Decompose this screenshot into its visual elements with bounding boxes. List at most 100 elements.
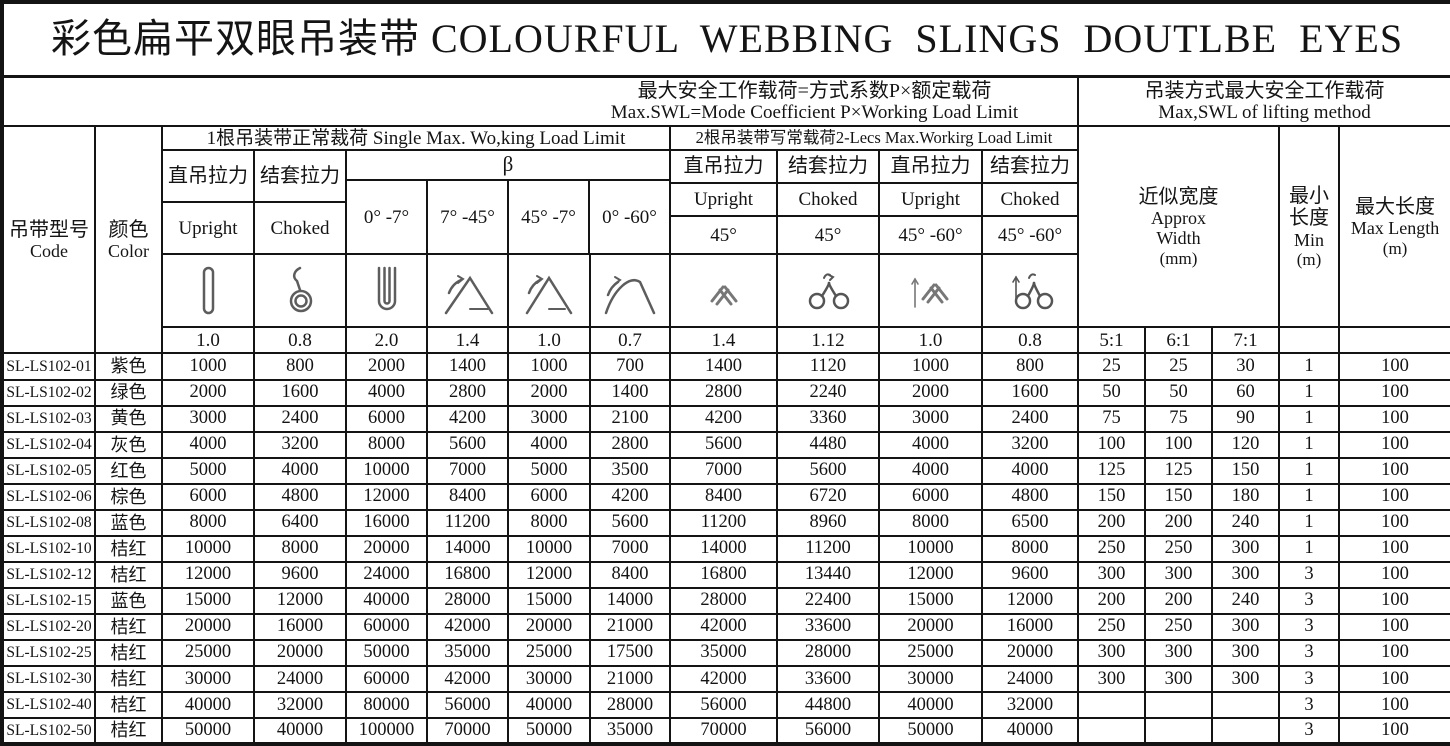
beta-angle-0-7: 0° -7° [363,206,410,228]
vertical-hitch-icon [161,253,255,329]
value-cell: 8000 [878,508,983,537]
value-cell: 8000 [981,534,1079,563]
value-cell: 3 [1278,560,1340,589]
hitch-icon-row [2,253,1450,329]
value-cell: 21000 [589,664,671,693]
coefficient-cell: 0.8 [253,326,347,355]
value-cell: 35000 [426,638,509,667]
value-cell: 240 [1211,508,1280,537]
value-cell: 90 [1211,404,1280,433]
value-cell: 250 [1077,534,1146,563]
coefficient-cell: 0.7 [589,326,671,355]
value-cell: 14000 [426,534,509,563]
min-header-cn2: 长度 [1289,207,1329,230]
color-cell: 桔红 [94,664,163,693]
code-cell: SL-LS102-30 [1,664,96,693]
value-cell: 16000 [253,612,347,641]
value-cell: 4800 [981,482,1079,511]
value-cell: 6000 [161,482,255,511]
table-row: SL-LS102-01 紫色 1000 800 2000 1400 1000 7… [1,352,1450,381]
swl-method: 吊装方式最大安全工作载荷 Max,SWL of lifting method [1076,75,1450,128]
color-cell: 绿色 [94,378,163,407]
value-cell: 2100 [589,404,671,433]
code-cell: SL-LS102-25 [1,638,96,667]
coefficient-cell: 1.0 [161,326,255,355]
value-cell: 25 [1144,352,1213,381]
code-cell: SL-LS102-01 [1,352,96,381]
value-cell: 120 [1211,430,1280,459]
color-cell: 桔红 [94,690,163,719]
value-cell: 1000 [878,352,983,381]
width-header-unit: (mm) [1159,248,1198,268]
value-cell: 1600 [981,378,1079,407]
color-cell: 桔红 [94,560,163,589]
value-cell: 5600 [776,456,880,485]
value-cell: 42000 [426,612,509,641]
value-cell: 100 [1337,534,1450,563]
value-cell: 100 [1337,430,1450,459]
value-cell: 4200 [589,482,671,511]
value-cell: 6000 [345,404,428,433]
value-cell: 1120 [776,352,880,381]
value-cell: 250 [1144,612,1213,641]
value-cell: 32000 [981,690,1079,719]
value-cell: 4000 [253,456,347,485]
table-body: SL-LS102-01 紫色 1000 800 2000 1400 1000 7… [1,352,1450,746]
color-cell: 蓝色 [94,508,163,537]
value-cell: 4000 [981,456,1079,485]
value-cell: 50000 [878,716,983,746]
value-cell: 3000 [507,404,591,433]
value-cell: 100000 [345,716,428,746]
value-cell: 21000 [589,612,671,641]
two-leg-choked-angled-icon [981,253,1079,329]
choked-en: Choked [270,217,330,239]
table-row: SL-LS102-20 桔红 20000 16000 60000 42000 2… [1,612,1450,641]
value-cell: 75 [1144,404,1213,433]
value-cell: 4480 [776,430,880,459]
swl-formula: 最大安全工作载荷=方式系数P×额定载荷 Max.SWL=Mode Coeffic… [1,75,1079,128]
value-cell: 3000 [878,404,983,433]
value-cell: 300 [1144,664,1213,693]
value-cell: 11200 [669,508,778,537]
angle-45-60: 45° -60° [997,224,1063,246]
col-header-choked-2leg-45-60: 结套拉力 Choked 45° -60° [981,149,1079,256]
col-header-upright-2leg-45-60: 直吊拉力 Upright 45° -60° [878,149,983,256]
value-cell: 40000 [878,690,983,719]
width-ratio-7-1: 7:1 [1211,326,1280,355]
color-cell: 桔红 [94,638,163,667]
value-cell: 12000 [878,560,983,589]
min-header-en: Min [1293,229,1324,250]
code-cell: SL-LS102-08 [1,508,96,537]
value-cell: 1600 [253,378,347,407]
value-cell: 1 [1278,508,1340,537]
value-cell: 10000 [161,534,255,563]
value-cell: 4000 [507,430,591,459]
value-cell: 100 [1337,586,1450,615]
table-row: SL-LS102-40 桔红 40000 32000 80000 56000 4… [1,690,1450,719]
upright-cn: 直吊拉力 [672,152,775,185]
basket-hitch-angled-icon [426,253,509,329]
value-cell: 300 [1077,560,1146,589]
value-cell: 13440 [776,560,880,589]
value-cell: 150 [1077,482,1146,511]
title-row: 彩色扁平双眼吊装带 COLOURFUL WEBBING SLINGS DOUTL… [0,0,1450,78]
value-cell: 20000 [507,612,591,641]
code-cell: SL-LS102-12 [1,560,96,589]
color-cell: 黄色 [94,404,163,433]
col-header-choked-2leg-45: 结套拉力 Choked 45° [776,149,880,256]
value-cell: 12000 [161,560,255,589]
value-cell: 3 [1278,716,1340,746]
two-leg-group-header: 2根吊装带写常载荷2-Lecs Max.Workirg Load Limit [669,125,1079,152]
value-cell: 75 [1077,404,1146,433]
beta-label: β [348,152,668,182]
value-cell: 3000 [161,404,255,433]
value-cell: 100 [1337,378,1450,407]
value-cell: 70000 [426,716,509,746]
value-cell: 200 [1144,586,1213,615]
code-cell: SL-LS102-06 [1,482,96,511]
value-cell: 11200 [426,508,509,537]
value-cell: 8000 [507,508,591,537]
value-cell: 16000 [345,508,428,537]
value-cell: 100 [1337,404,1450,433]
angle-45: 45° [710,224,737,246]
